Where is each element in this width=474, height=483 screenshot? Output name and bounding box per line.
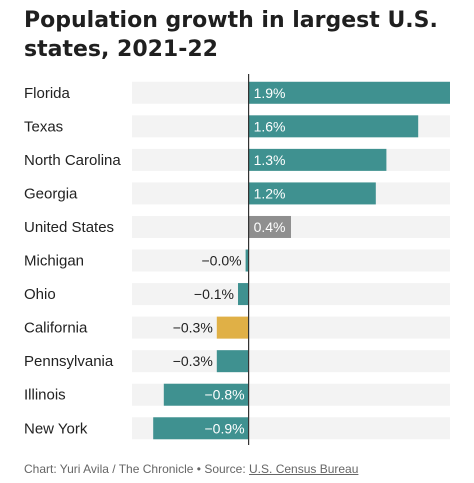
source-link[interactable]: U.S. Census Bureau (249, 462, 359, 476)
value-label-california: −0.3% (173, 320, 213, 336)
bar-michigan (245, 249, 249, 272)
bar-ohio (238, 283, 249, 306)
value-label-ohio: −0.1% (194, 286, 234, 302)
value-label-united-states: 0.4% (254, 219, 286, 235)
value-label-michigan: −0.0% (202, 253, 242, 269)
category-label-michigan: Michigan (24, 253, 84, 270)
category-label-california: California (24, 320, 88, 337)
value-label-florida: 1.9% (254, 85, 286, 101)
chart-title: Population growth in largest U.S. states… (24, 8, 438, 62)
bar-california (216, 316, 249, 339)
bar-pennsylvania (216, 350, 249, 373)
value-label-new-york: −0.9% (205, 420, 245, 436)
category-label-pennsylvania: Pennsylvania (24, 353, 114, 370)
row-background-michigan (132, 249, 450, 272)
category-label-ohio: Ohio (24, 286, 56, 303)
row-background-california (132, 316, 450, 339)
chart-credit: Chart: Yuri Avila / The Chronicle (24, 462, 194, 476)
category-label-new-york: New York (24, 420, 88, 437)
bar-florida (248, 81, 450, 104)
bar-illinois (163, 383, 249, 406)
category-label-texas: Texas (24, 118, 63, 135)
category-label-united-states: United States (24, 219, 114, 236)
bar-georgia (248, 182, 376, 205)
source-prefix: Source: (204, 462, 250, 476)
value-label-pennsylvania: −0.3% (173, 353, 213, 369)
row-background-pennsylvania (132, 350, 450, 373)
bar-united-states (248, 215, 291, 238)
value-label-north-carolina: 1.3% (254, 152, 286, 168)
category-label-north-carolina: North Carolina (24, 152, 121, 169)
bar-north-carolina (248, 148, 387, 171)
category-label-florida: Florida (24, 85, 71, 102)
footer-separator: • (193, 462, 205, 476)
value-label-illinois: −0.8% (205, 387, 245, 403)
bar-new-york (153, 417, 249, 440)
value-label-georgia: 1.2% (254, 185, 286, 201)
chart-footer: Chart: Yuri Avila / The Chronicle • Sour… (24, 462, 358, 476)
bar-texas (248, 115, 419, 138)
value-label-texas: 1.6% (254, 118, 286, 134)
row-background-ohio (132, 283, 450, 306)
category-label-illinois: Illinois (24, 387, 66, 404)
category-label-georgia: Georgia (24, 185, 78, 202)
